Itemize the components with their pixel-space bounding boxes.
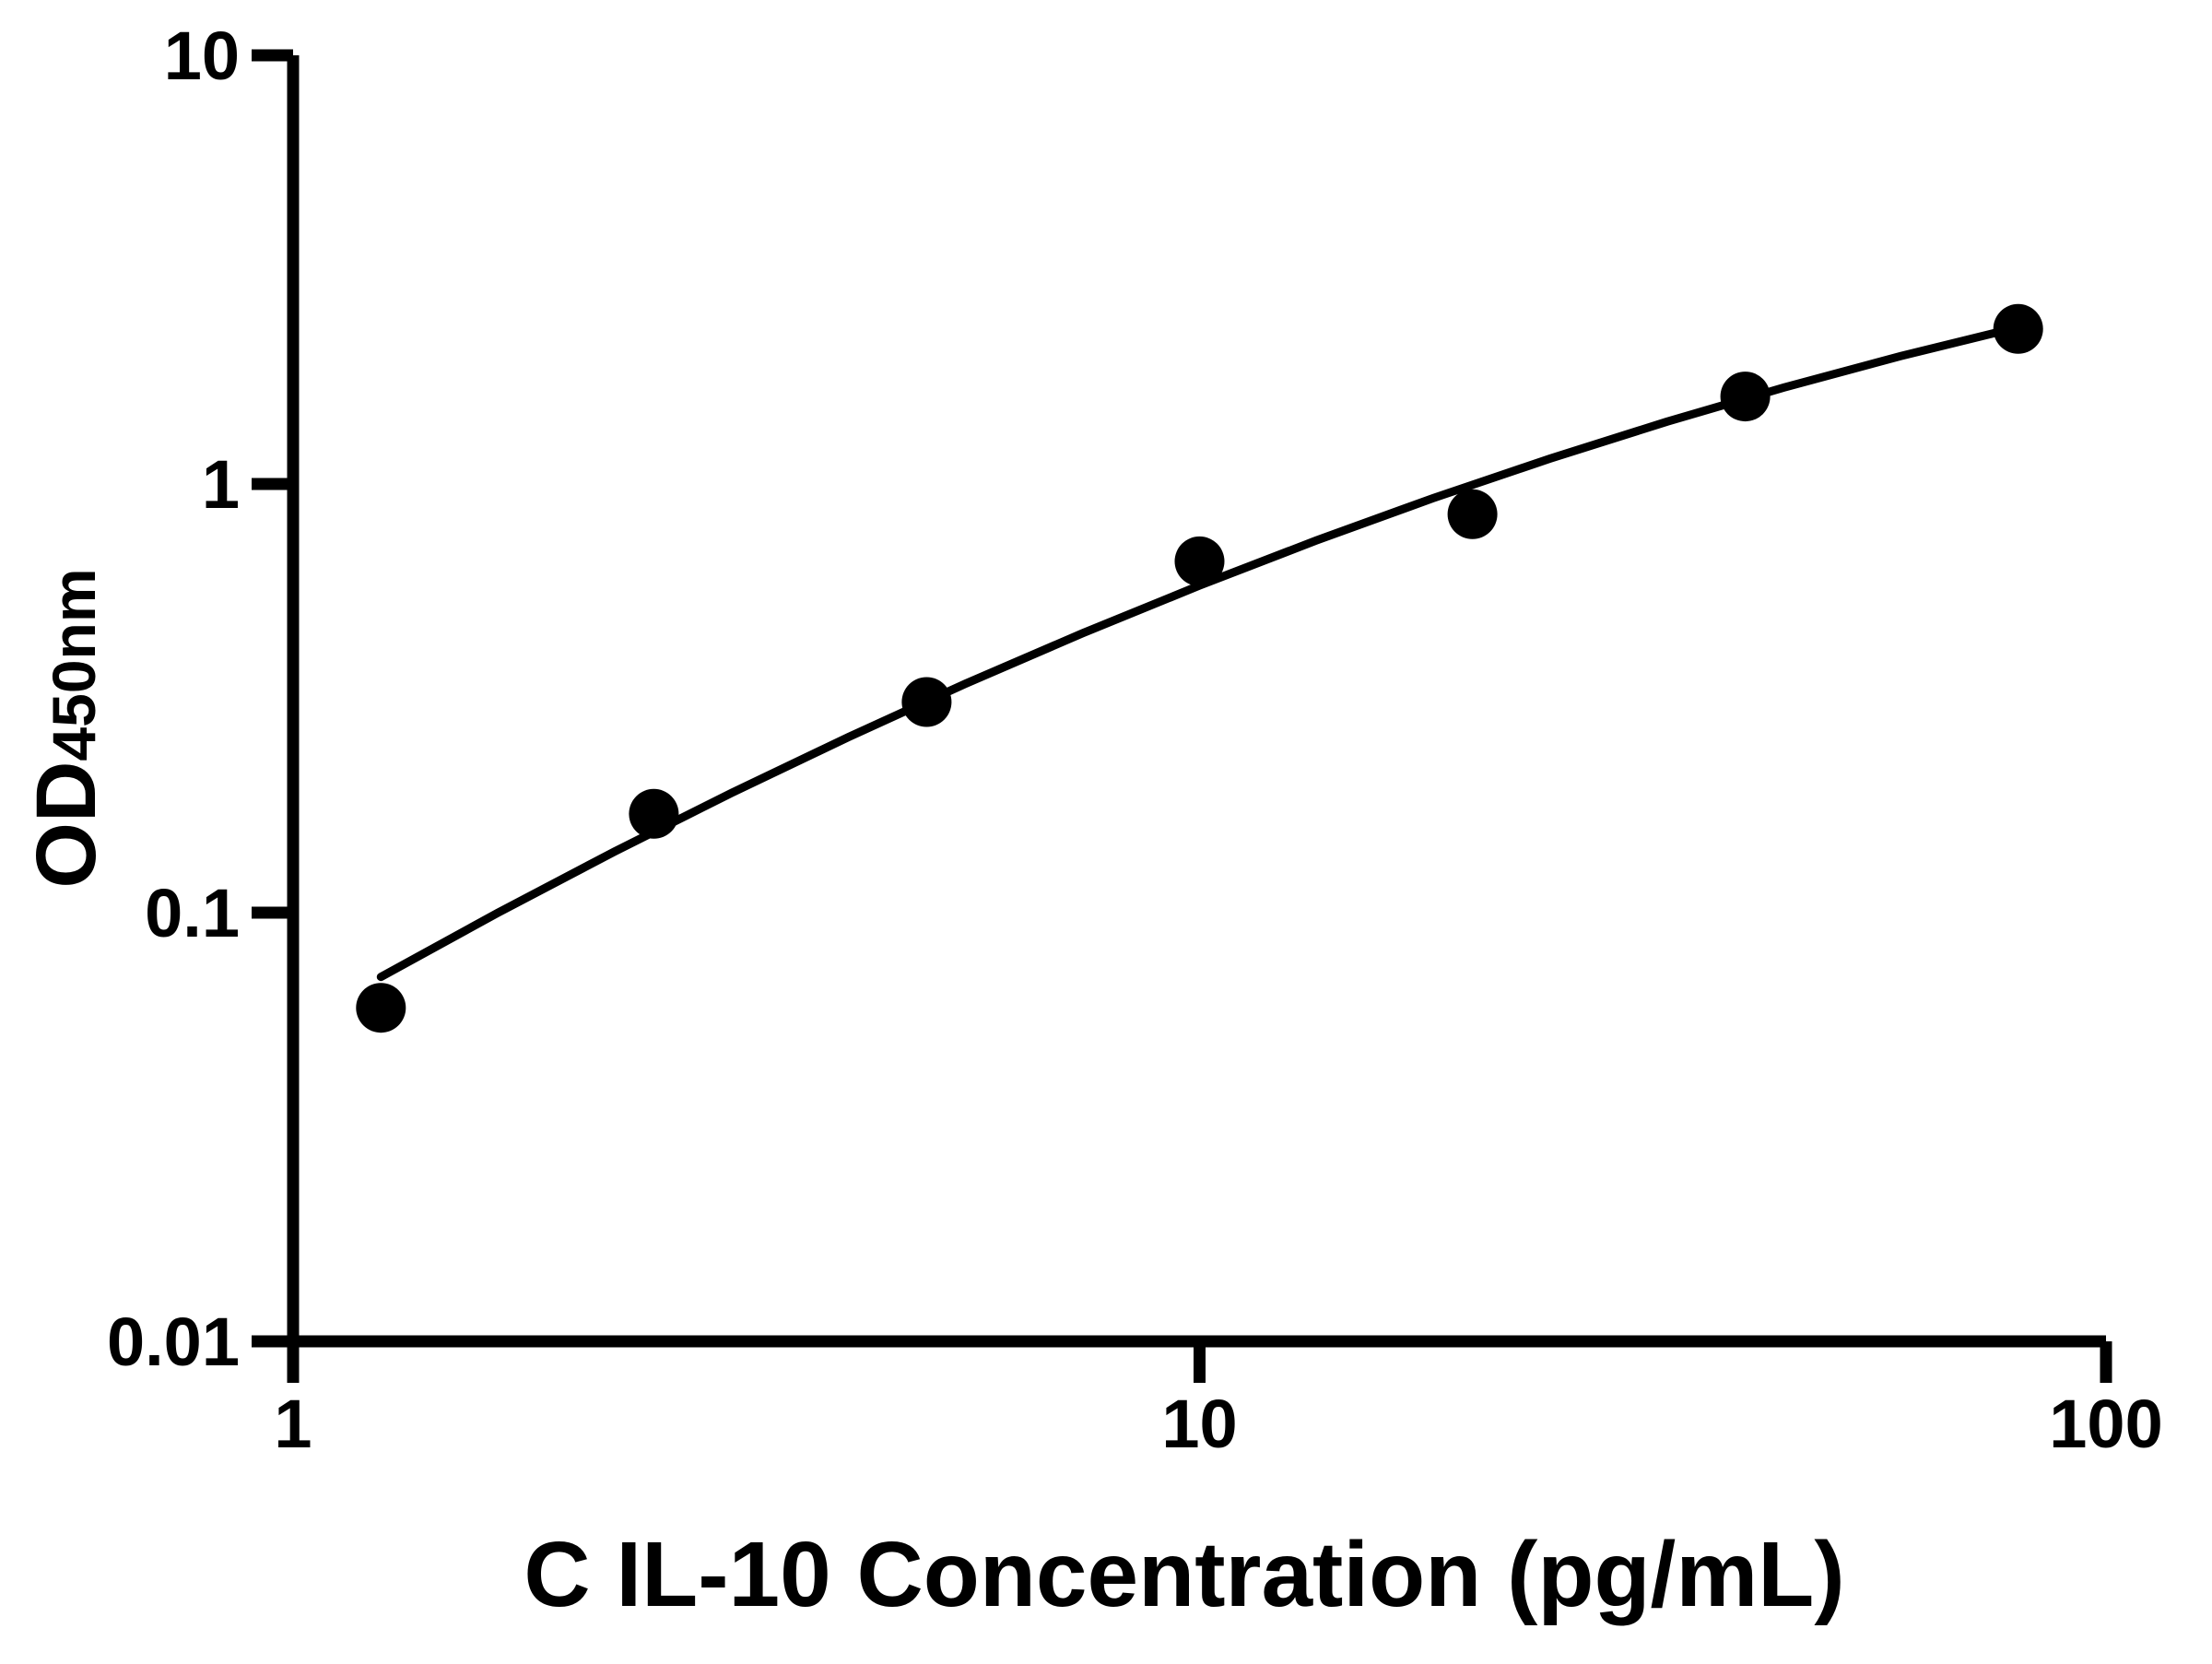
data-point-marker xyxy=(1720,372,1771,422)
data-point-marker xyxy=(1174,536,1225,586)
y-tick-label: 0.1 xyxy=(145,875,240,951)
data-point-marker xyxy=(1447,489,1498,539)
y-axis-title: OD450nm xyxy=(19,568,113,888)
y-axis-title-subscript: 450nm xyxy=(40,568,108,761)
x-tick-label: 1 xyxy=(274,1386,312,1462)
x-tick-label: 100 xyxy=(2049,1386,2162,1462)
x-axis-title: C IL-10 Concentration (pg/mL) xyxy=(524,1523,1844,1626)
data-point-marker xyxy=(356,983,406,1033)
data-point-marker xyxy=(901,677,952,727)
y-axis-title-main: OD xyxy=(19,761,113,889)
y-tick-label: 10 xyxy=(164,18,240,94)
y-tick-label: 0.01 xyxy=(107,1304,240,1380)
y-tick-label: 1 xyxy=(202,446,240,523)
x-tick-label: 10 xyxy=(1161,1386,1237,1462)
data-point-marker xyxy=(629,788,679,839)
fit-curve-line xyxy=(376,323,2023,982)
axes-lines xyxy=(287,55,2106,1348)
data-point-marker xyxy=(1993,303,2043,354)
